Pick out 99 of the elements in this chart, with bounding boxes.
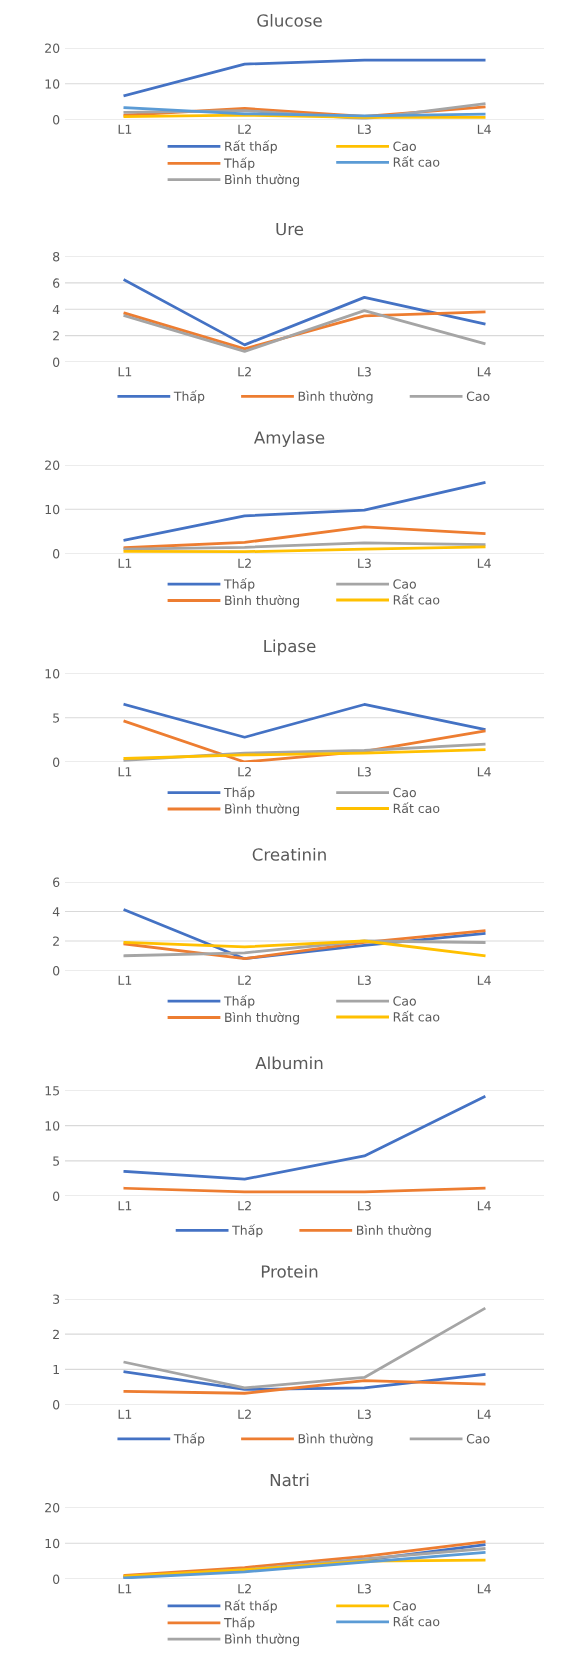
legend-label: Bình thường [225,803,299,816]
x-tick-label: L2 [238,1201,251,1211]
x-tick-label: L2 [238,124,251,134]
y-tick-label: 10 [45,1538,60,1549]
legend-label: Rất cao [393,593,440,605]
legend-label: Rất thấp [225,140,277,154]
legend-label: Cao [393,787,416,798]
x-tick-label: L2 [238,975,251,985]
legend-label: Thấp [223,157,255,171]
x-tick-label: L3 [358,767,371,777]
legend-label: Cao [393,1601,416,1611]
y-tick-label: 3 [53,1294,60,1304]
y-tick-label: 5 [53,1156,60,1166]
x-tick-label: L4 [477,1201,491,1211]
chart-title: Natri [270,1473,309,1487]
x-tick-label: L1 [118,1201,132,1211]
x-tick-label: L4 [477,767,491,777]
legend-label: Rất cao [393,156,440,167]
legend-label: Thấp [223,786,255,800]
chart-title: Albumin [255,1056,323,1070]
legend-label: Bình thường [298,1433,373,1446]
x-tick-label: L4 [477,367,491,377]
y-tick-label: 2 [53,1329,59,1339]
y-tick-label: 0 [53,965,60,976]
legend-label: Cao [466,1434,490,1444]
y-tick-label: 5 [53,713,60,723]
x-tick-label: L3 [358,975,371,986]
x-tick-label: L1 [118,124,132,134]
y-tick-label: 1 [53,1364,59,1375]
x-tick-label: L1 [118,367,132,377]
y-tick-label: 20 [45,1502,60,1513]
x-tick-label: L3 [358,124,371,135]
chart-title: Protein [261,1264,318,1278]
legend-label: Cao [466,391,490,401]
chart-title: Lipase [264,639,316,656]
legend-label: Thấp [173,1432,205,1446]
y-tick-label: 15 [45,1086,60,1096]
legend-label: Thấp [223,1616,255,1630]
legend-label: Bình thường [225,594,299,608]
x-tick-label: L1 [118,767,132,777]
y-tick-label: 0 [53,548,60,559]
legend-label: Bình thường [225,1633,299,1647]
chart-title: Amylase [253,430,325,448]
legend-label: Thấp [232,1224,263,1238]
x-tick-label: L4 [477,975,491,985]
y-tick-label: 0 [53,357,60,367]
legend-label: Thấp [173,390,205,404]
y-tick-label: 2 [53,936,59,946]
x-tick-label: L4 [477,1584,491,1594]
x-tick-label: L3 [358,1584,371,1594]
x-tick-label: L1 [118,1584,132,1594]
y-tick-label: 6 [53,278,60,288]
y-tick-label: 0 [53,1399,60,1410]
legend-label: Thấp [223,994,255,1009]
x-tick-label: L3 [358,1201,371,1211]
legend-label: Bình thường [357,1224,431,1238]
y-tick-label: 0 [53,1191,60,1201]
x-tick-label: L4 [477,124,491,134]
y-tick-label: 10 [45,668,60,679]
y-tick-label: 6 [53,877,60,887]
y-tick-label: 20 [45,460,60,470]
y-tick-label: 0 [53,1574,60,1584]
x-tick-label: L2 [238,1409,251,1419]
x-tick-label: L4 [477,1409,491,1419]
x-tick-label: L2 [238,1584,251,1594]
x-tick-label: L1 [118,558,132,568]
chart-title: Glucose [257,13,322,27]
x-tick-label: L3 [358,1409,371,1420]
y-tick-label: 20 [45,43,60,53]
y-tick-label: 0 [53,114,60,125]
y-tick-label: 2 [53,331,59,341]
y-tick-label: 8 [53,251,60,262]
legend-label: Bình thường [298,390,373,404]
y-tick-label: 4 [52,907,60,917]
legend-label: Cao [393,141,416,151]
y-tick-label: 10 [45,504,60,515]
y-tick-label: 10 [45,1121,60,1131]
legend-label: Rất cao [393,1615,440,1627]
legend-label: Rất cao [393,802,440,814]
x-tick-label: L3 [358,367,371,377]
x-tick-label: L2 [238,767,251,777]
x-tick-label: L1 [118,975,132,985]
x-tick-label: L2 [238,367,251,377]
legend-label: Cao [393,579,416,589]
legend-label: Rất cao [393,1010,440,1022]
y-tick-label: 10 [45,79,60,89]
x-tick-label: L2 [238,558,251,568]
legend-label: Rất thấp [225,1599,277,1613]
legend-label: Cao [393,996,416,1006]
legend-label: Bình thường [225,174,299,187]
legend-label: Thấp [223,577,255,592]
x-tick-label: L4 [477,558,491,568]
y-tick-label: 4 [52,304,60,314]
x-tick-label: L1 [118,1409,132,1419]
chart-title: Ure [276,222,304,236]
chart-title: Creatinin [252,847,326,861]
x-tick-label: L3 [358,558,371,569]
legend-label: Bình thường [225,1011,299,1025]
y-tick-label: 0 [53,757,60,767]
